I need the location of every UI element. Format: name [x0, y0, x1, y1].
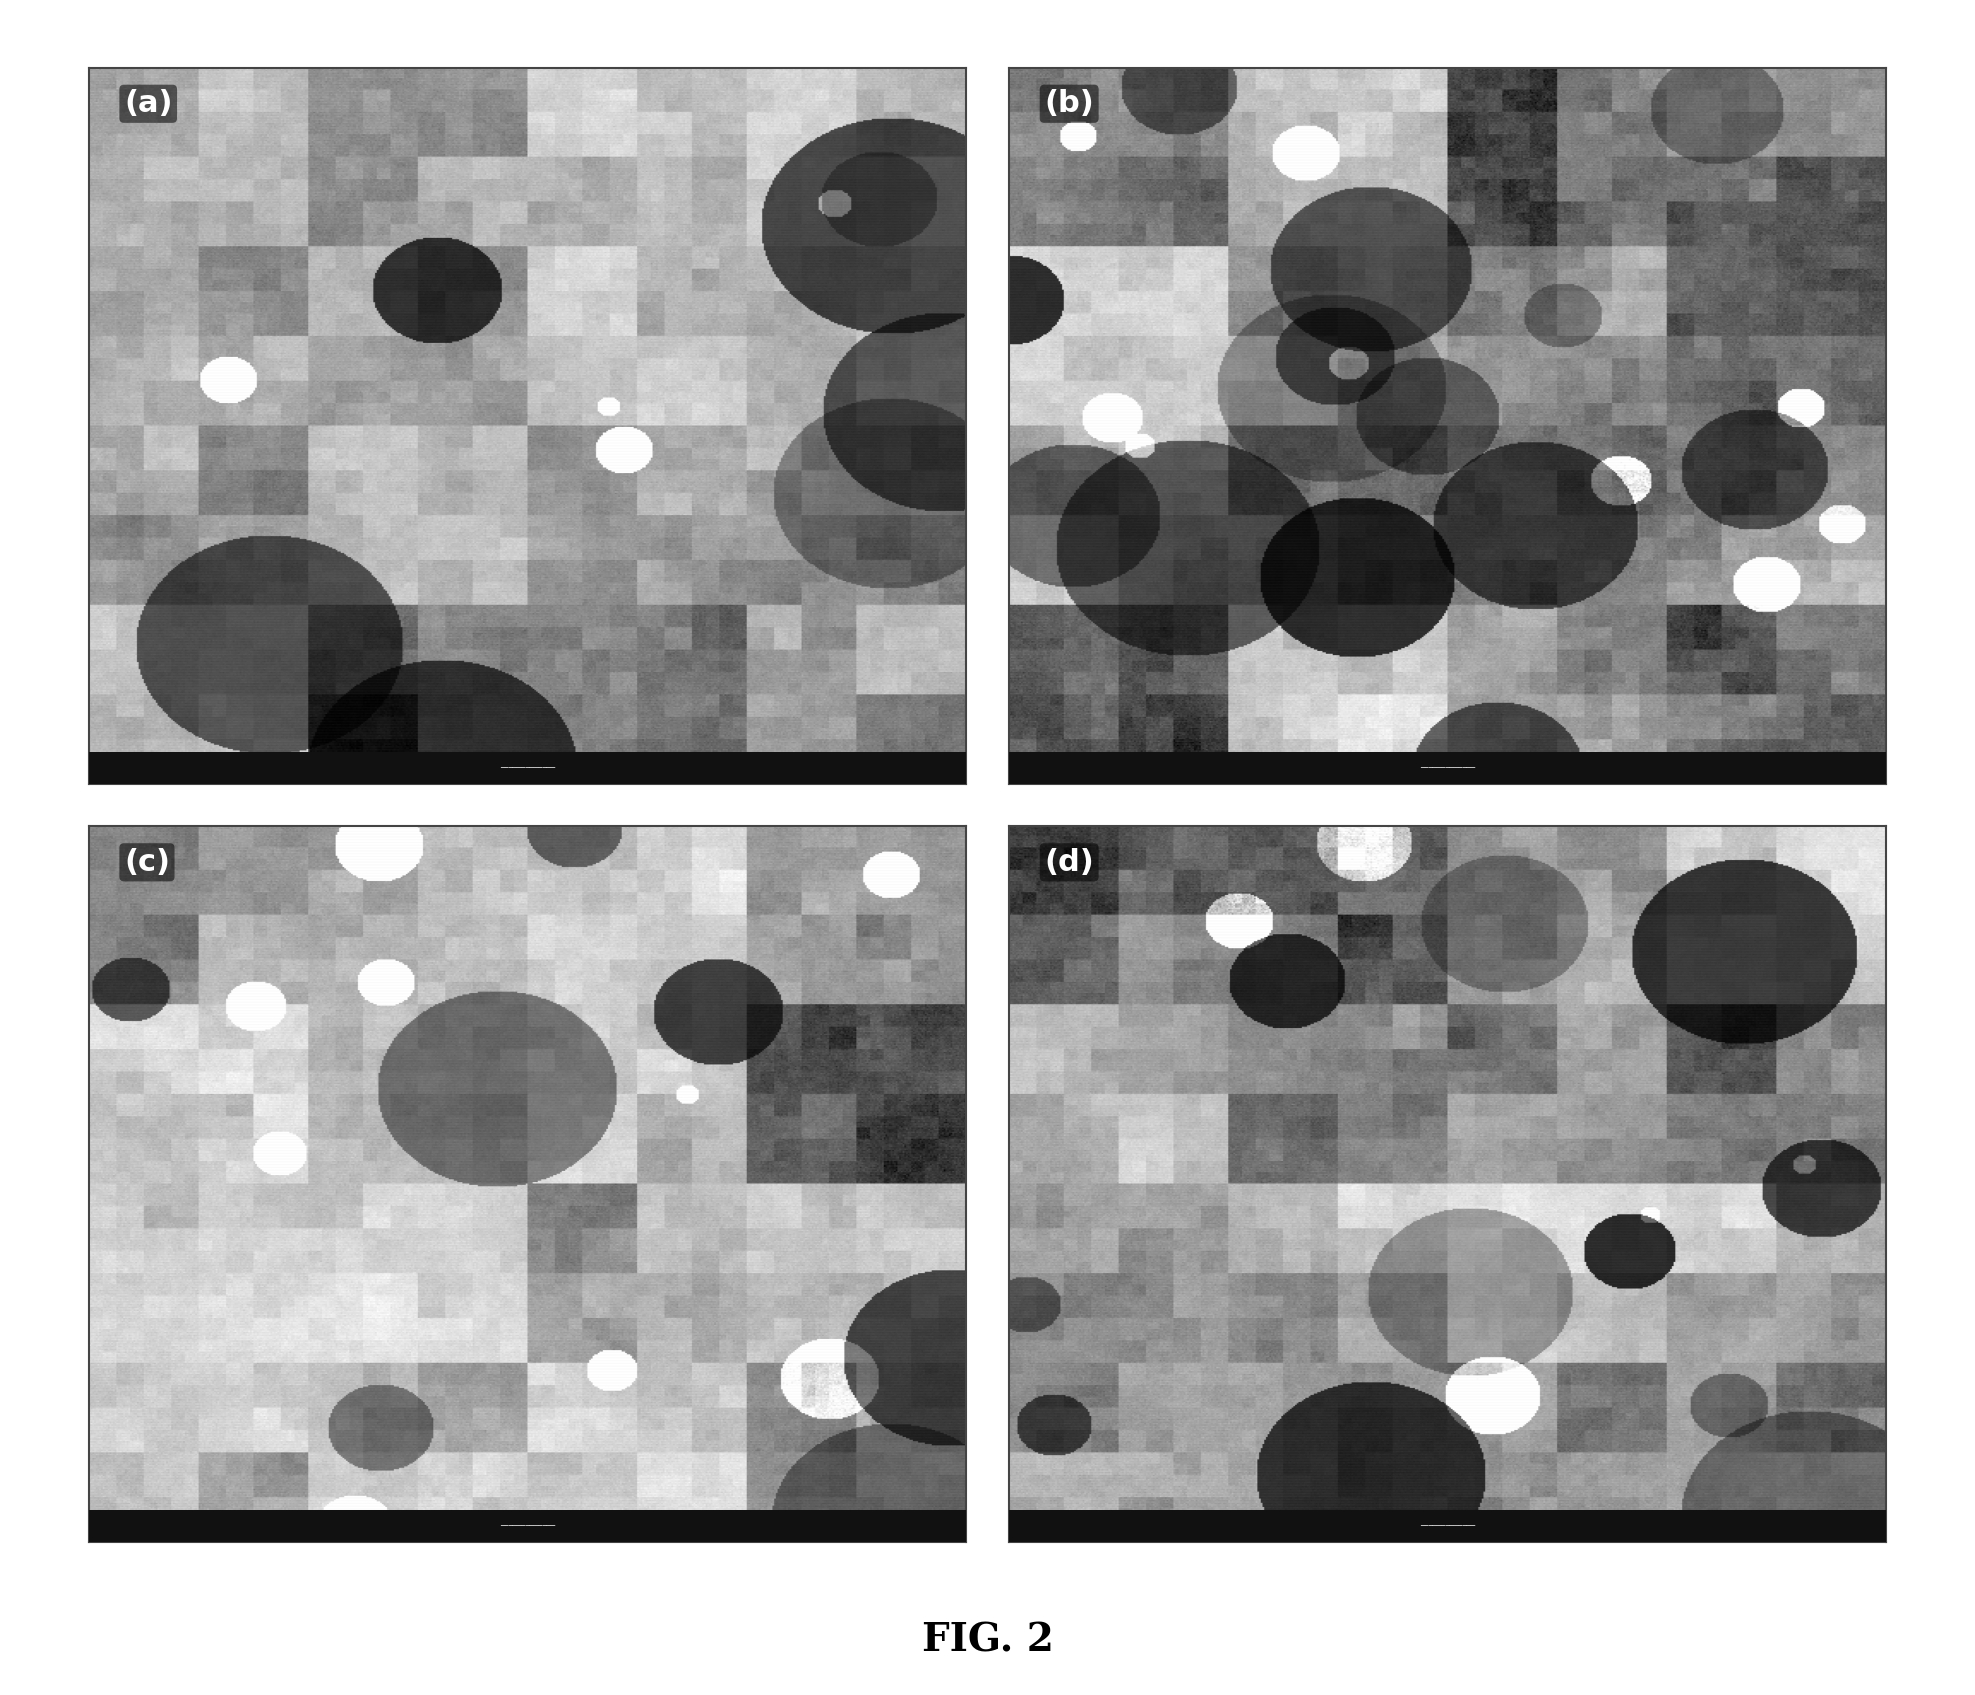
Text: (b): (b) [1045, 90, 1094, 119]
Bar [89, 1510, 966, 1542]
Text: ─────────────: ───────────── [1420, 1524, 1475, 1529]
Bar [89, 751, 966, 783]
Bar [1009, 1510, 1886, 1542]
Text: (d): (d) [1045, 848, 1094, 876]
Bar [1009, 751, 1886, 783]
Text: (a): (a) [124, 90, 172, 119]
Text: FIG. 2: FIG. 2 [922, 1622, 1053, 1659]
Text: ─────────────: ───────────── [500, 1524, 555, 1529]
Text: (c): (c) [124, 848, 170, 876]
Text: ─────────────: ───────────── [500, 764, 555, 771]
Text: ─────────────: ───────────── [1420, 764, 1475, 771]
